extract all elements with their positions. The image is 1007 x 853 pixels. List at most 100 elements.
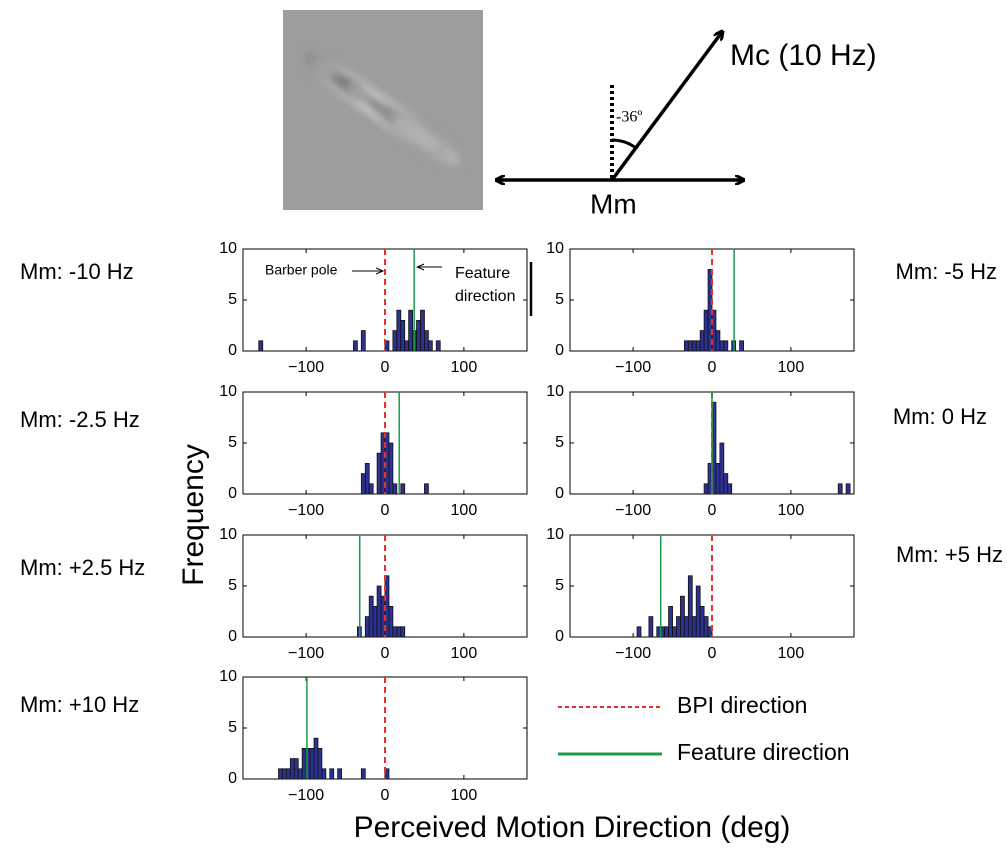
x-tick-label: 0 <box>708 645 717 662</box>
x-tick-label: 0 <box>708 359 717 376</box>
y-tick-label: 5 <box>228 291 237 308</box>
x-tick-label: 100 <box>451 645 478 662</box>
y-tick-label: 5 <box>555 577 564 594</box>
panel-label: Mm: 0 Hz <box>893 404 987 429</box>
bar <box>364 462 370 495</box>
bar <box>400 626 406 638</box>
y-tick-label: 10 <box>219 383 237 400</box>
y-tick-label: 10 <box>546 240 564 257</box>
y-tick-label: 10 <box>546 526 564 543</box>
y-tick-label: 5 <box>555 291 564 308</box>
x-tick-label: −100 <box>288 359 324 376</box>
bar <box>837 483 843 495</box>
bar <box>360 473 366 495</box>
panel-label: Mm: +2.5 Hz <box>20 555 145 580</box>
y-tick-label: 10 <box>546 383 564 400</box>
histogram-panel: −100 0 100 0 5 10 Mm: +5 Hz <box>546 526 1003 662</box>
bar <box>687 575 693 638</box>
bar <box>285 768 291 780</box>
bar <box>420 309 425 352</box>
bar <box>360 330 366 352</box>
histogram-panel: −100 0 100 0 5 10 Mm: +10 Hz <box>20 668 528 804</box>
bar <box>676 616 681 638</box>
stimulus-image <box>283 10 483 210</box>
x-tick-label: 0 <box>381 787 390 804</box>
bar <box>376 585 382 638</box>
bar <box>293 758 299 780</box>
y-tick-label: 0 <box>555 628 564 645</box>
bar <box>691 340 697 352</box>
legend-label: Feature direction <box>677 739 850 765</box>
bar <box>695 340 701 352</box>
bar <box>392 626 398 638</box>
bar <box>703 309 709 352</box>
y-tick-label: 5 <box>228 577 237 594</box>
y-axis-label: Frequency <box>177 444 210 586</box>
x-tick-label: 0 <box>381 645 390 662</box>
bar <box>636 626 642 638</box>
panel-label: Mm: -10 Hz <box>20 259 134 284</box>
bar <box>388 606 394 638</box>
bar <box>707 626 713 638</box>
bar <box>400 319 406 352</box>
histogram-panel: −100 0 100 0 5 10 Mm: 0 Hz <box>546 383 987 519</box>
x-tick-label: 100 <box>451 502 478 519</box>
panel-label: Mm: +5 Hz <box>896 542 1003 567</box>
x-tick-label: −100 <box>615 502 651 519</box>
bar <box>683 616 689 638</box>
y-tick-label: 0 <box>555 342 564 359</box>
x-tick-label: 0 <box>381 359 390 376</box>
legend: BPI direction Feature direction <box>558 692 850 765</box>
y-tick-label: 0 <box>228 342 237 359</box>
bar <box>727 483 733 495</box>
x-tick-label: 100 <box>778 359 805 376</box>
x-tick-label: −100 <box>288 645 324 662</box>
bar <box>297 768 303 780</box>
y-tick-label: 5 <box>228 434 237 451</box>
histogram-panel: −100 0 100 0 5 10 Mm: -5 Hz <box>546 240 997 376</box>
bar <box>278 768 283 780</box>
y-tick-label: 10 <box>219 526 237 543</box>
panel-label: Mm: -5 Hz <box>896 259 997 284</box>
bar <box>282 768 287 780</box>
bar <box>719 340 725 352</box>
x-tick-label: 100 <box>778 502 805 519</box>
legend-label: BPI direction <box>677 692 807 718</box>
x-axis-label: Perceived Motion Direction (deg) <box>354 811 791 844</box>
bar <box>416 319 421 352</box>
histogram-panel: −100 0 100 0 5 10 Mm: +2.5 Hz <box>20 526 528 662</box>
x-tick-label: −100 <box>615 645 651 662</box>
x-tick-label: −100 <box>615 359 651 376</box>
bar <box>372 606 378 638</box>
bar <box>384 340 390 352</box>
bar <box>845 483 851 495</box>
x-tick-label: 100 <box>451 359 478 376</box>
bar <box>384 768 390 780</box>
bar <box>404 340 410 352</box>
bar <box>376 452 382 495</box>
bar <box>427 340 433 352</box>
bar <box>408 309 414 352</box>
y-tick-label: 0 <box>555 485 564 502</box>
bar <box>691 616 697 638</box>
histogram-panel: −100 0 100 0 5 10 Mm: -10 Hz Barber pole Feature… <box>20 240 528 376</box>
bar <box>648 616 654 638</box>
bar <box>368 483 374 495</box>
y-tick-label: 10 <box>219 668 237 685</box>
bar <box>668 606 673 638</box>
bar <box>703 616 709 638</box>
bar <box>329 768 335 780</box>
bar <box>687 340 693 352</box>
y-tick-label: 5 <box>555 434 564 451</box>
bar <box>695 585 701 638</box>
bar <box>309 748 315 780</box>
histogram-panel: −100 0 100 0 5 10 Mm: -2.5 Hz <box>20 383 528 519</box>
bar <box>368 595 374 638</box>
panel-label: Mm: +10 Hz <box>20 692 139 717</box>
bar <box>739 340 744 352</box>
y-tick-label: 0 <box>228 770 237 787</box>
bar <box>360 768 366 780</box>
bar <box>396 309 402 352</box>
x-tick-label: 0 <box>381 502 390 519</box>
